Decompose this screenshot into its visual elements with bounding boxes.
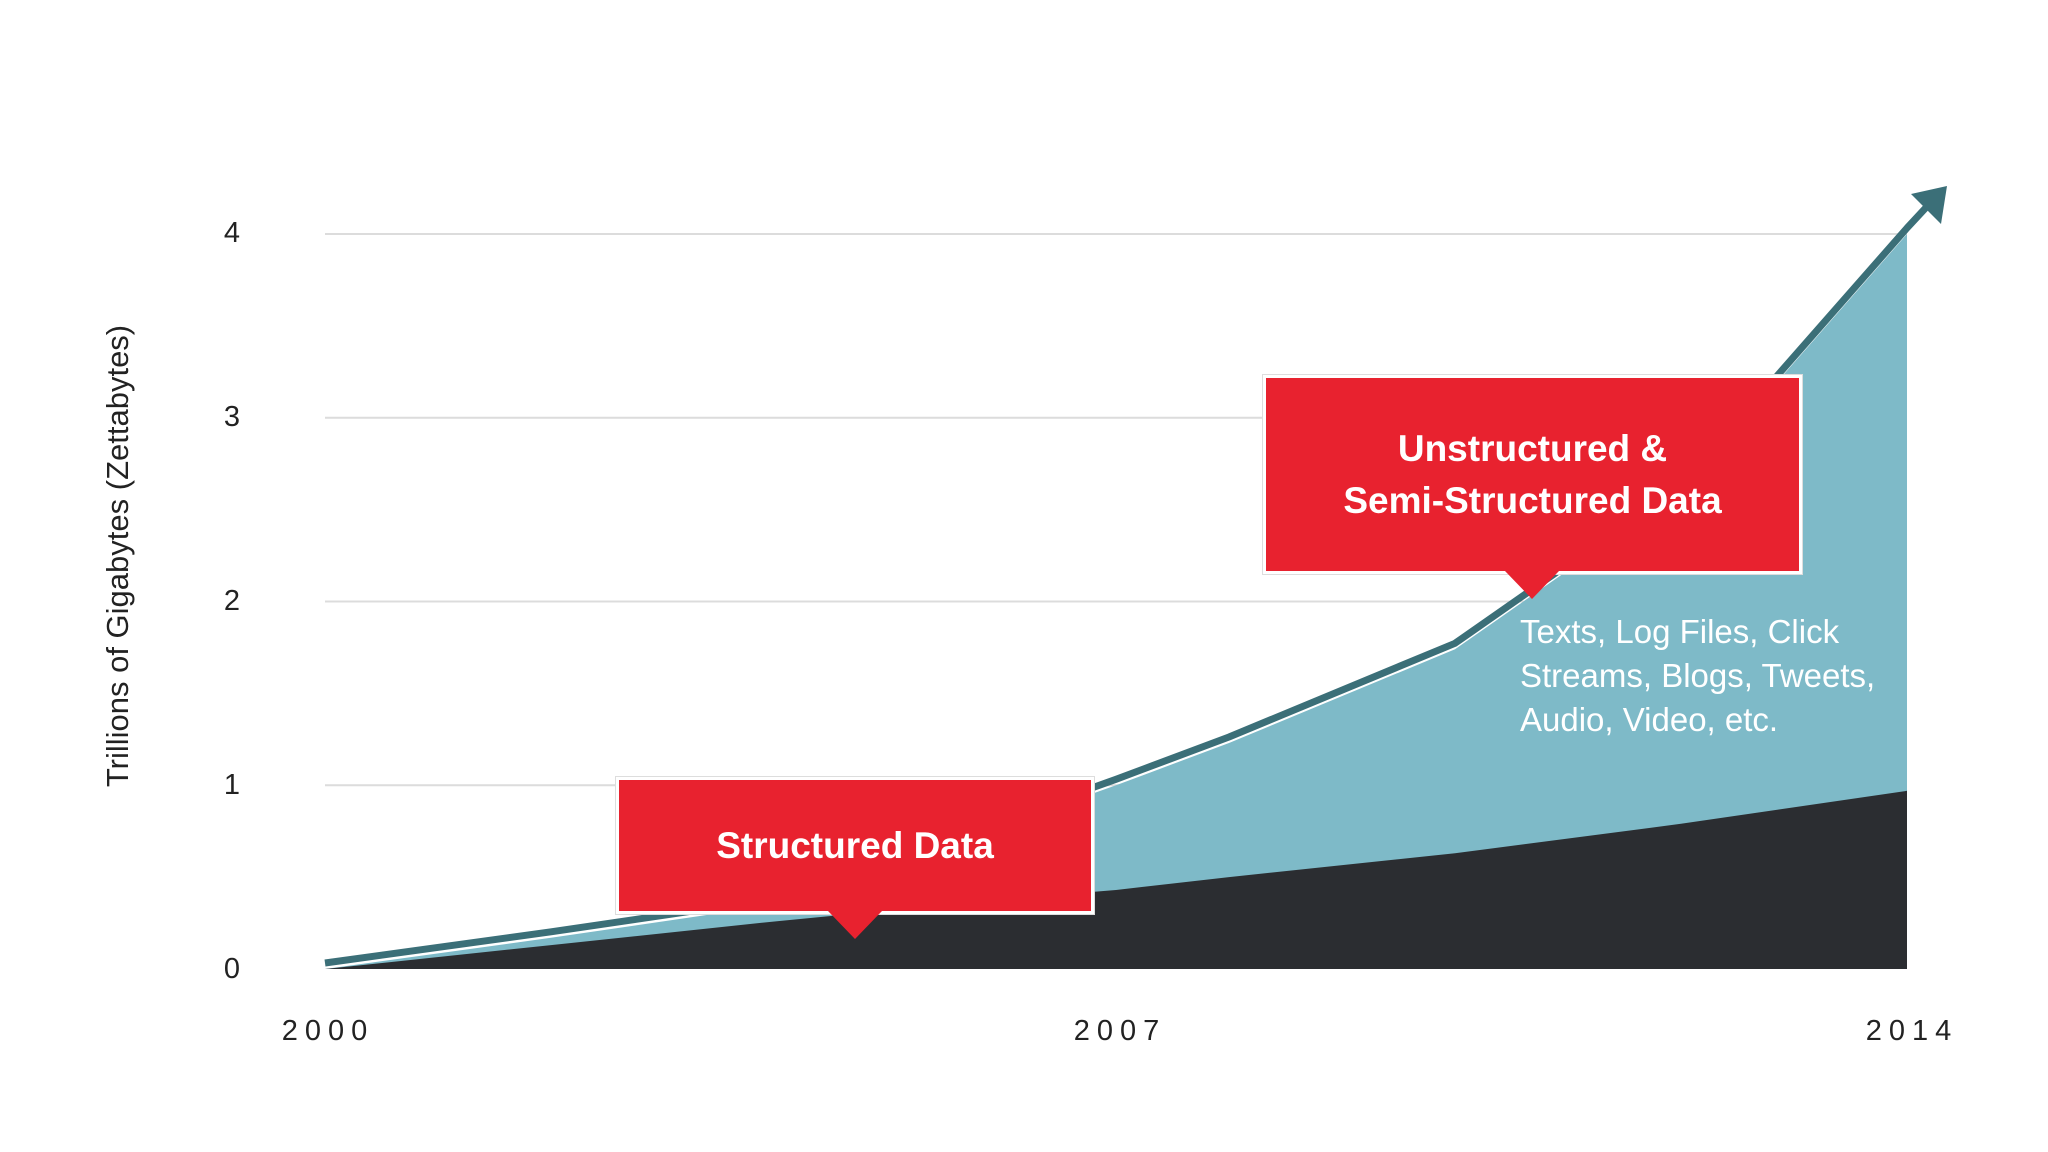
- unstructured-label-line1: Unstructured &: [1397, 427, 1668, 469]
- area-series-structured: [325, 790, 1907, 969]
- y-tick-label: 3: [223, 401, 240, 433]
- x-tick-label: 2000: [281, 1015, 375, 1047]
- unstructured-data-callout: Unstructured & Semi-Structured Data: [1263, 375, 1802, 599]
- unstructured-label-line2: Semi-Structured Data: [1343, 479, 1722, 521]
- y-axis-label: Trillions of Gigabytes (Zettabytes): [100, 324, 135, 788]
- area-series-unstructured: [325, 234, 1907, 969]
- examples-line: Streams, Blogs, Tweets,: [1520, 657, 1876, 694]
- area-layer: [325, 234, 1907, 969]
- structured-data-callout: Structured Data: [616, 777, 1094, 939]
- examples-line: Texts, Log Files, Click: [1520, 613, 1840, 650]
- x-tick-label: 2014: [1865, 1015, 1959, 1047]
- structured-data-label: Structured Data: [716, 824, 994, 866]
- examples-line: Audio, Video, etc.: [1520, 701, 1779, 738]
- x-tick-label: 2007: [1073, 1015, 1167, 1047]
- trend-line: [324, 197, 1936, 967]
- trend-arrow: [324, 186, 1947, 967]
- arrowhead-icon: [1911, 186, 1947, 224]
- y-tick-label: 2: [223, 585, 240, 617]
- callout-pointer: [1505, 571, 1559, 599]
- y-tick-label: 0: [223, 953, 240, 985]
- callout-pointer: [828, 911, 882, 939]
- unstructured-examples-note: Texts, Log Files, Click Streams, Blogs, …: [1520, 610, 1900, 742]
- y-tick-label: 1: [223, 769, 240, 801]
- y-tick-label: 4: [223, 217, 240, 249]
